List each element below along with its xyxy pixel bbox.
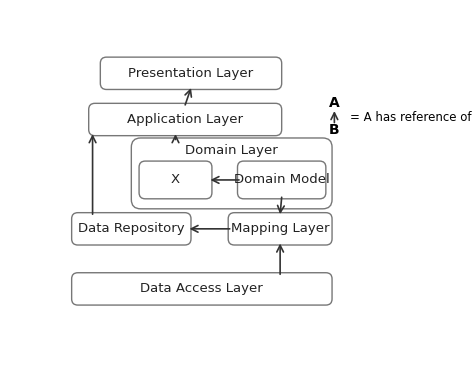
FancyBboxPatch shape <box>131 138 332 209</box>
FancyBboxPatch shape <box>72 212 191 245</box>
Text: Data Repository: Data Repository <box>78 222 185 235</box>
FancyBboxPatch shape <box>237 161 326 199</box>
Text: Application Layer: Application Layer <box>127 113 243 126</box>
Text: Domain Layer: Domain Layer <box>185 144 278 157</box>
FancyBboxPatch shape <box>100 57 282 90</box>
FancyBboxPatch shape <box>89 103 282 136</box>
FancyBboxPatch shape <box>139 161 212 199</box>
Text: Mapping Layer: Mapping Layer <box>231 222 329 235</box>
Text: Data Access Layer: Data Access Layer <box>140 282 263 295</box>
FancyBboxPatch shape <box>228 212 332 245</box>
Text: Domain Model: Domain Model <box>234 174 329 186</box>
Text: B: B <box>329 123 340 137</box>
Text: A: A <box>329 96 340 110</box>
Text: = A has reference of B: = A has reference of B <box>350 111 474 124</box>
Text: X: X <box>171 174 180 186</box>
Text: Presentation Layer: Presentation Layer <box>128 67 254 80</box>
FancyBboxPatch shape <box>72 273 332 305</box>
